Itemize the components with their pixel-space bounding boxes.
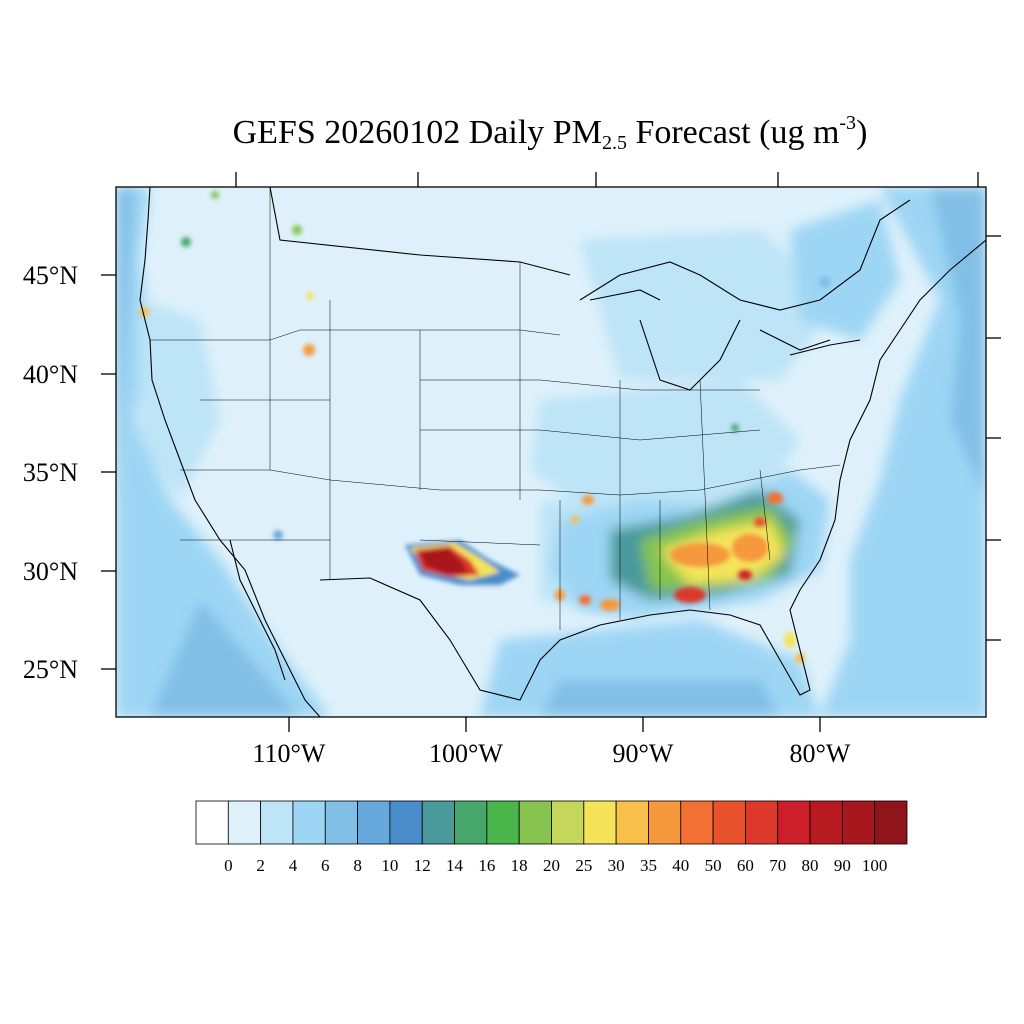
lat-label-40: 40°N — [23, 360, 78, 389]
colorbar: 0 2 4 6 8 10 12 14 16 18 20 25 30 35 40 50 60 70 80 90 100 — [195, 800, 908, 875]
colorbar-label: 4 — [289, 856, 298, 875]
colorbar-swatch — [841, 800, 876, 845]
colorbar-swatch — [518, 800, 552, 845]
colorbar-swatch — [874, 800, 908, 845]
colorbar-swatch — [745, 800, 779, 845]
title-suffix: ) — [856, 114, 868, 151]
colorbar-label: 10 — [381, 856, 398, 875]
title-superscript: -3 — [839, 112, 857, 134]
colorbar-swatch — [292, 800, 326, 845]
colorbar-label: 16 — [478, 856, 495, 875]
colorbar-label: 25 — [575, 856, 592, 875]
colorbar-swatch — [454, 800, 488, 845]
colorbar-label: 2 — [256, 856, 265, 875]
colorbar-swatch — [777, 800, 811, 845]
colorbar-swatch — [260, 800, 294, 845]
lon-label-100: 100°W — [429, 739, 503, 768]
colorbar-label: 18 — [511, 856, 528, 875]
lat-label-25: 25°N — [23, 655, 78, 684]
colorbar-label: 80 — [802, 856, 819, 875]
colorbar-swatch — [421, 800, 455, 845]
colorbar-swatch — [712, 800, 746, 845]
colorbar-label: 90 — [834, 856, 851, 875]
colorbar-label: 40 — [672, 856, 689, 875]
lat-label-35: 35°N — [23, 458, 78, 487]
colorbar-swatch — [227, 800, 262, 845]
colorbar-swatch — [389, 800, 423, 845]
title-middle: Forecast (ug m — [626, 114, 840, 151]
lon-label-90: 90°W — [613, 739, 674, 768]
concentration-field — [116, 187, 986, 717]
colorbar-label: 60 — [737, 856, 754, 875]
colorbar-swatch — [486, 800, 520, 845]
colorbar-label: 20 — [543, 856, 560, 875]
colorbar-label: 30 — [608, 856, 625, 875]
colorbar-swatch — [809, 800, 843, 845]
colorbar-label: 6 — [321, 856, 330, 875]
colorbar-swatch — [551, 800, 585, 845]
axis-ticks — [101, 172, 1001, 732]
colorbar-label: 50 — [705, 856, 722, 875]
colorbar-swatch — [357, 800, 391, 845]
title-prefix: GEFS 20260102 Daily PM — [232, 114, 602, 151]
colorbar-swatch — [324, 800, 358, 845]
colorbar-swatch — [615, 800, 649, 845]
colorbar-label: 8 — [353, 856, 362, 875]
colorbar-label: 100 — [862, 856, 888, 875]
latitude-labels: 45°N 40°N 35°N 30°N 25°N — [23, 261, 78, 684]
lat-label-45: 45°N — [23, 261, 78, 290]
colorbar-swatch — [195, 800, 229, 845]
colorbar-label: 14 — [446, 856, 464, 875]
colorbar-label: 0 — [224, 856, 233, 875]
colorbar-swatch — [680, 800, 714, 845]
lat-label-30: 30°N — [23, 557, 78, 586]
map-frame — [115, 186, 987, 718]
colorbar-label: 70 — [769, 856, 786, 875]
colorbar-label: 12 — [414, 856, 431, 875]
colorbar-label: 35 — [640, 856, 657, 875]
title-subscript: 2.5 — [601, 132, 627, 154]
colorbar-swatch — [648, 800, 682, 845]
longitude-labels: 110°W 100°W 90°W 80°W — [253, 739, 851, 768]
colorbar-swatch — [583, 800, 617, 845]
lon-label-80: 80°W — [790, 739, 851, 768]
lon-label-110: 110°W — [253, 739, 326, 768]
map-title: GEFS 20260102 Daily PM2.5 Forecast (ug m… — [0, 112, 1024, 155]
